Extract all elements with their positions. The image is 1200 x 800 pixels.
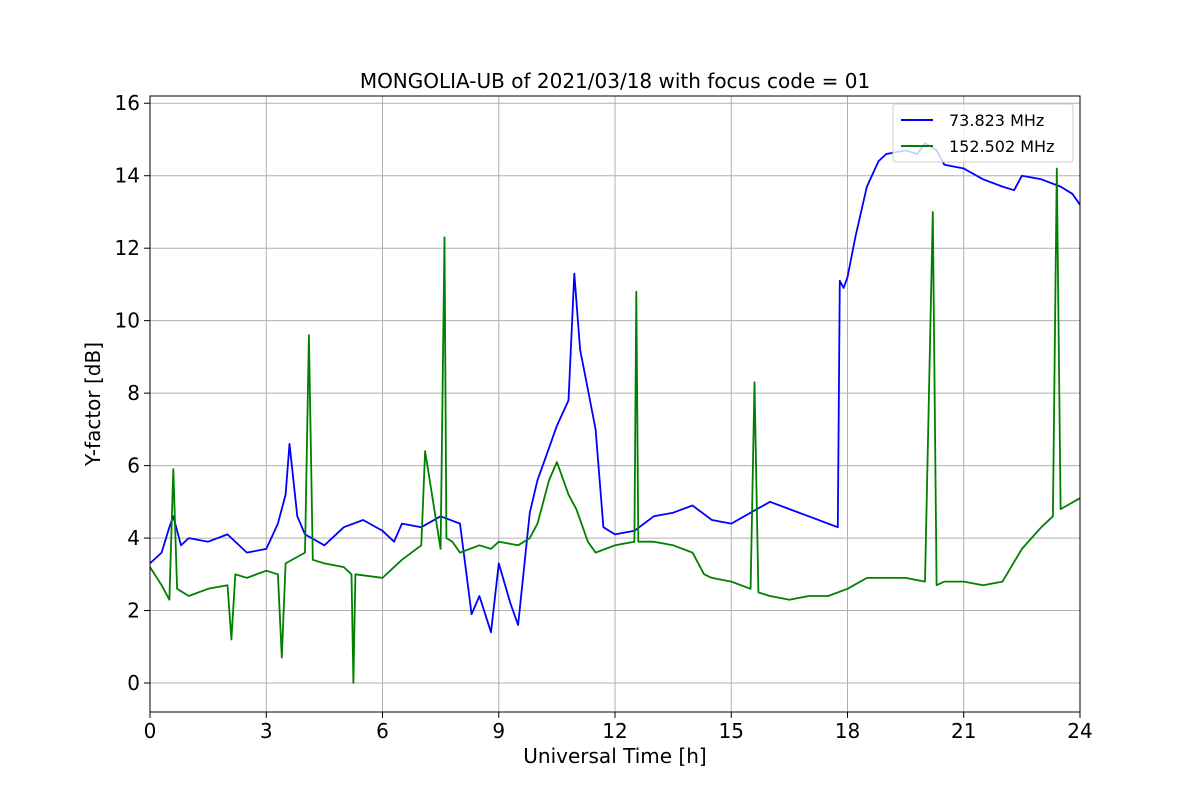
y-tick-label: 8 (127, 381, 140, 405)
y-tick-label: 10 (115, 309, 140, 333)
y-tick-label: 12 (115, 236, 140, 260)
x-tick-label: 21 (951, 719, 976, 743)
grid (149, 96, 1081, 712)
x-tick-label: 3 (260, 719, 273, 743)
x-tick-label: 24 (1067, 719, 1092, 743)
y-tick-label: 0 (127, 671, 140, 695)
y-tick-label: 2 (127, 599, 140, 623)
y-tick-label: 16 (115, 91, 140, 115)
y-axis-label: Y-factor [dB] (81, 342, 105, 467)
series-line-2 (149, 167, 1081, 684)
legend-box (892, 103, 1074, 163)
legend: 73.823 MHz 152.502 MHz (892, 103, 1074, 163)
y-tick-label: 4 (127, 526, 140, 550)
x-tick-label: 6 (376, 719, 389, 743)
legend-label: 152.502 MHz (949, 137, 1054, 156)
y-tick-label: 14 (115, 164, 140, 188)
x-tick-label: 15 (719, 719, 744, 743)
x-tick-label: 0 (144, 719, 157, 743)
x-tick-label: 18 (835, 719, 860, 743)
y-tick-label: 6 (127, 454, 140, 478)
legend-label: 73.823 MHz (949, 111, 1044, 130)
chart-title: MONGOLIA-UB of 2021/03/18 with focus cod… (360, 69, 870, 93)
x-tick-label: 9 (492, 719, 505, 743)
x-axis-label: Universal Time [h] (523, 744, 706, 768)
x-tick-label: 12 (602, 719, 627, 743)
